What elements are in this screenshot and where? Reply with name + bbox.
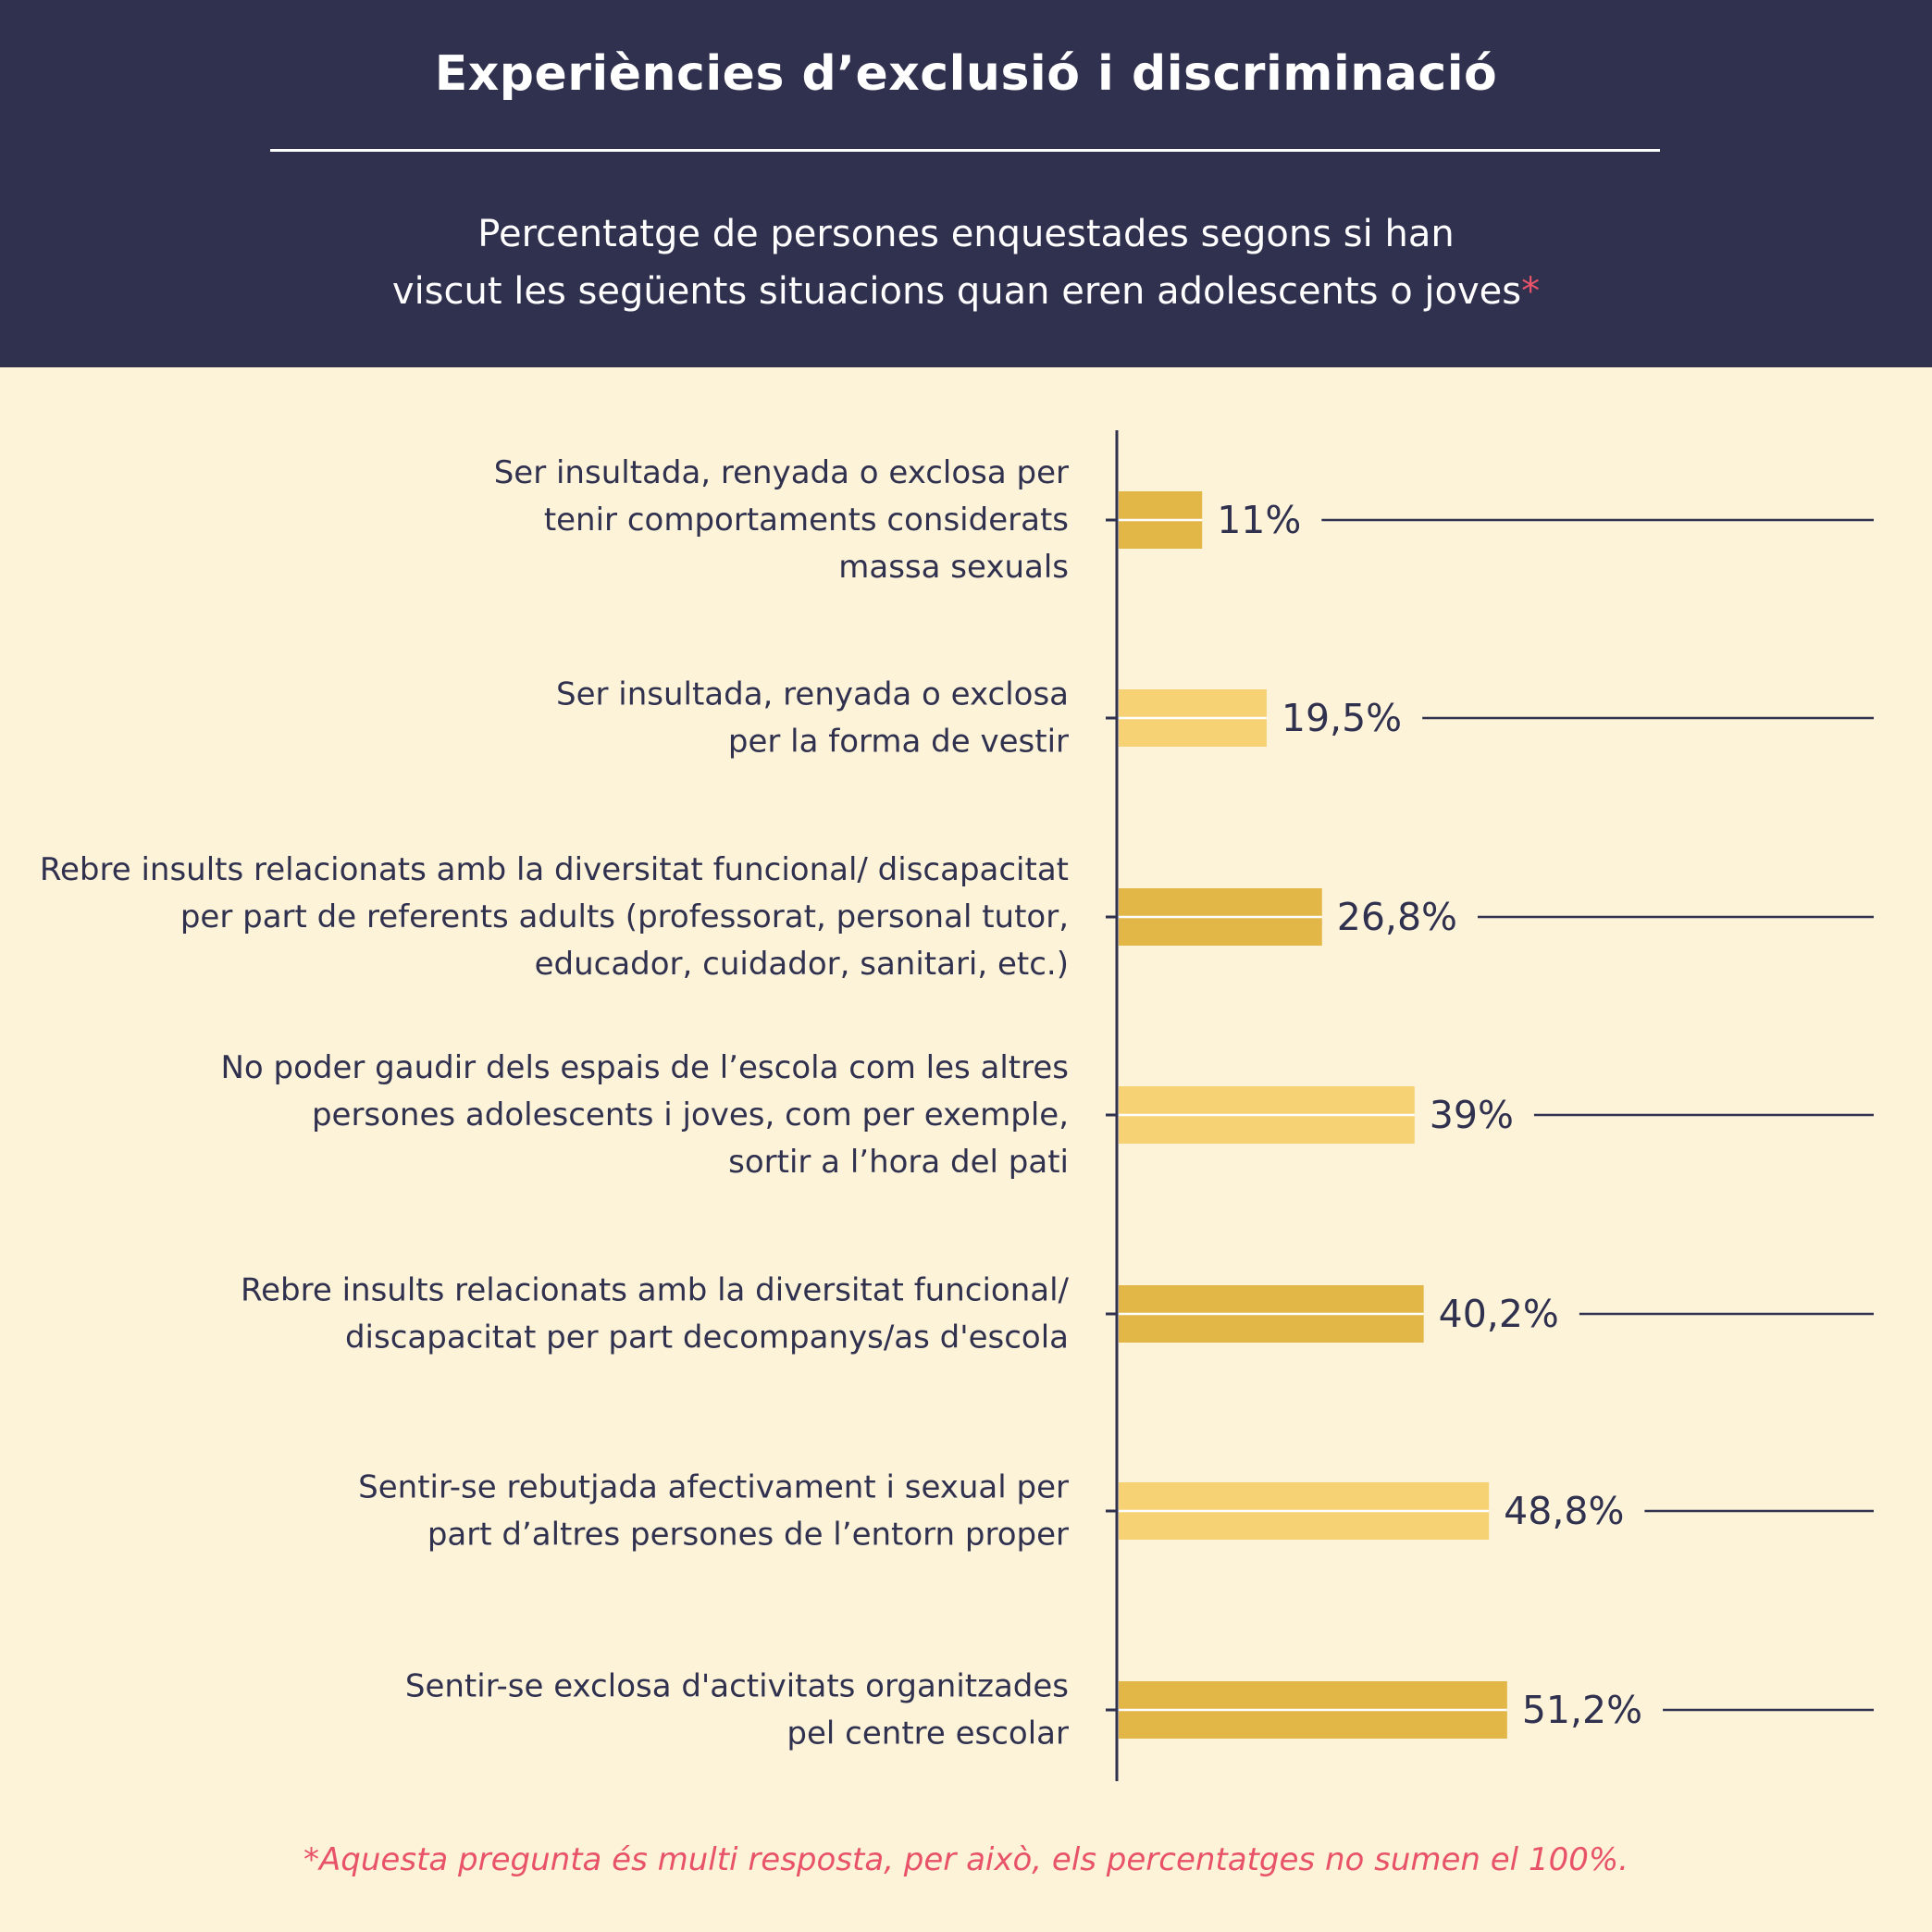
category-label-line: per la forma de vestir	[728, 724, 1069, 761]
category-label-line: Sentir-se exclosa d'activitats organitza…	[405, 1668, 1069, 1705]
category-label-line: tenir comportaments considerats	[544, 502, 1069, 539]
value-label: 48,8%	[1504, 1489, 1624, 1533]
category-label-line: Rebre insults relacionats amb la diversi…	[40, 851, 1069, 888]
value-label: 11%	[1217, 498, 1301, 542]
value-label: 40,2%	[1439, 1292, 1559, 1336]
category-label: Rebre insults relacionats amb la diversi…	[40, 851, 1069, 983]
subtitle-line-1: Percentatge de persones enquestades sego…	[477, 213, 1455, 255]
footnote: *Aquesta pregunta és multi resposta, per…	[303, 1841, 1629, 1878]
value-label: 19,5%	[1282, 696, 1402, 740]
category-label-line: educador, cuidador, sanitari, etc.)	[535, 946, 1069, 983]
category-label: Sentir-se rebutjada afectivament i sexua…	[358, 1469, 1069, 1554]
subtitle-asterisk: *	[1521, 270, 1541, 313]
category-label-line: Rebre insults relacionats amb la diversi…	[241, 1272, 1070, 1309]
category-label-line: pel centre escolar	[786, 1715, 1069, 1752]
category-label-line: Ser insultada, renyada o exclosa	[556, 676, 1069, 713]
category-label-line: Ser insultada, renyada o exclosa per	[494, 454, 1069, 491]
subtitle-line-2-text: viscut les següents situacions quan eren…	[391, 270, 1522, 313]
category-label-line: massa sexuals	[838, 549, 1069, 586]
value-label: 26,8%	[1337, 895, 1457, 939]
category-label: No poder gaudir dels espais de l’escola …	[220, 1049, 1069, 1181]
chart-subtitle: Percentatge de persones enquestades sego…	[0, 205, 1932, 320]
category-label-line: part d’altres persones de l’entorn prope…	[427, 1517, 1069, 1554]
category-label-line: discapacitat per part decompanys/as d'es…	[345, 1319, 1069, 1356]
category-label: Sentir-se exclosa d'activitats organitza…	[405, 1668, 1069, 1752]
category-label: Rebre insults relacionats amb la diversi…	[241, 1272, 1070, 1356]
category-label-line: persones adolescents i joves, com per ex…	[312, 1096, 1069, 1133]
value-label: 39%	[1430, 1093, 1514, 1137]
header-banner: Experiències d’exclusió i discriminació …	[0, 0, 1932, 367]
category-label-line: No poder gaudir dels espais de l’escola …	[220, 1049, 1069, 1086]
bar-chart: 11% Ser insultada, renyada o exclosa per t…	[40, 430, 1874, 1781]
category-label-line: Sentir-se rebutjada afectivament i sexua…	[358, 1469, 1069, 1506]
value-label: 51,2%	[1522, 1688, 1642, 1732]
category-label-line: sortir a l’hora del pati	[728, 1144, 1069, 1181]
category-label-line: per part de referents adults (professora…	[180, 898, 1069, 935]
subtitle-line-2: viscut les següents situacions quan eren…	[0, 263, 1932, 320]
category-label: Ser insultada, renyada o exclosa per teni…	[494, 454, 1069, 586]
chart-title: Experiències d’exclusió i discriminació	[434, 46, 1498, 102]
title-divider	[270, 149, 1660, 152]
category-label: Ser insultada, renyada o exclosa per la f…	[556, 676, 1069, 761]
